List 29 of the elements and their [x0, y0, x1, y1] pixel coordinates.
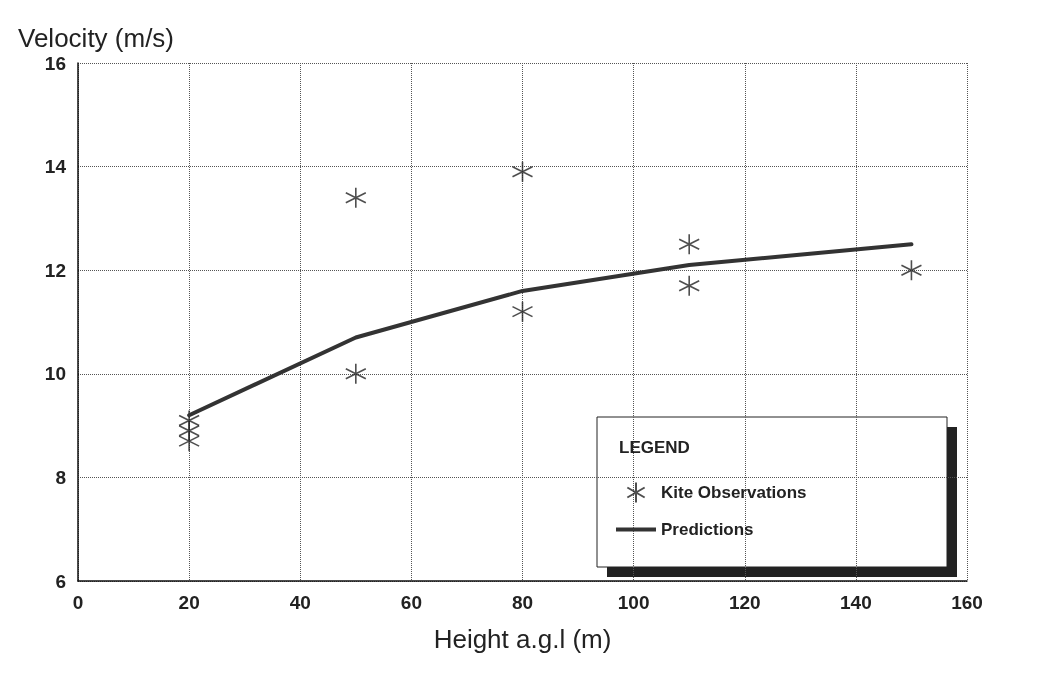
point: [345, 363, 367, 385]
legend-label: Predictions: [661, 520, 754, 539]
point: [678, 274, 700, 297]
x-tick-label: 20: [178, 592, 200, 613]
x-tick-label: 80: [511, 592, 534, 613]
x-tick-label: 0: [72, 592, 84, 613]
line-series: [187, 242, 914, 418]
x-tick-label: 40: [289, 592, 311, 613]
point: [511, 160, 534, 183]
y-tick-label: 6: [55, 570, 66, 592]
point: [511, 300, 534, 323]
x-tick-label: 100: [617, 592, 650, 613]
x-axis-title: Height a.g.l (m): [433, 624, 612, 654]
y-tick-label: 16: [44, 52, 66, 74]
x-tick-label: 160: [951, 592, 983, 613]
x-tick-label: 60: [400, 592, 422, 613]
legend-label: Kite Observations: [661, 483, 807, 502]
point: [178, 430, 200, 452]
y-tick-label: 12: [44, 259, 66, 281]
y-tick-label: 10: [44, 363, 66, 385]
y-tick-label: 14: [44, 156, 67, 178]
x-tick-label: 120: [728, 592, 761, 613]
y-tick-label: 8: [55, 466, 66, 488]
x-tick-label: 140: [840, 592, 872, 613]
point: [900, 259, 923, 281]
point: [678, 233, 700, 256]
point: [345, 186, 367, 209]
y-axis-title: Velocity (m/s): [18, 23, 175, 53]
legend-title: LEGEND: [619, 438, 690, 457]
